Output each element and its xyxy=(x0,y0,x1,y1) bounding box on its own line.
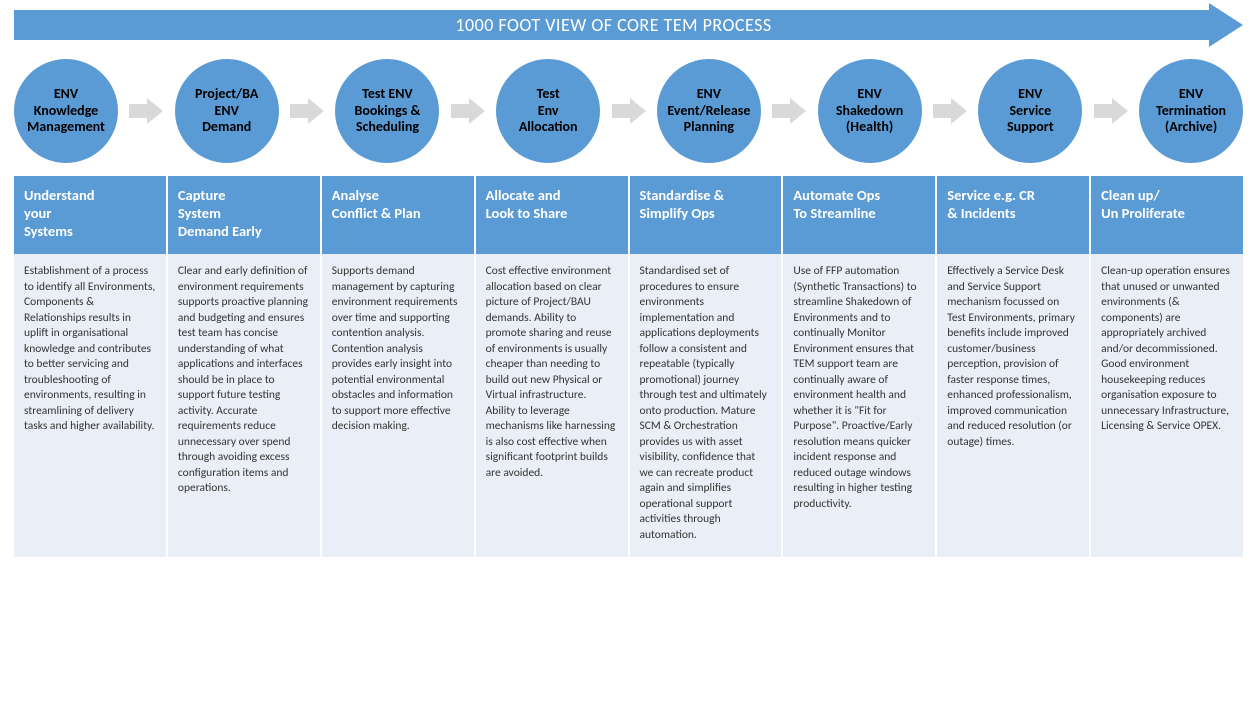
process-step-circle-label: ENV Event/Release Planning xyxy=(667,86,750,136)
process-column-header: Standardise & Simplify Ops xyxy=(630,176,782,254)
process-column-header: Allocate and Look to Share xyxy=(476,176,628,254)
process-step-circle-label: ENV Termination (Archive) xyxy=(1156,86,1226,136)
process-arrow-icon xyxy=(439,96,496,126)
process-column-header: Clean up/ Un Proliferate xyxy=(1091,176,1243,254)
process-step-circle: ENV Termination (Archive) xyxy=(1139,59,1243,163)
process-column-header: Service e.g. CR & Incidents xyxy=(937,176,1089,254)
process-step-circle-label: ENV Service Support xyxy=(1007,86,1054,136)
process-column-header: Understand your Systems xyxy=(14,176,166,254)
process-step-circle: Test Env Allocation xyxy=(496,59,600,163)
process-step-circle-label: ENV Shakedown (Health) xyxy=(836,86,903,136)
process-column-header: Automate Ops To Streamline xyxy=(783,176,935,254)
process-step-circle: ENV Event/Release Planning xyxy=(657,59,761,163)
process-column: Service e.g. CR & IncidentsEffectively a… xyxy=(937,176,1091,557)
title-banner-arrowhead xyxy=(1209,3,1243,47)
process-column-body: Supports demand management by capturing … xyxy=(322,254,474,557)
process-column: Clean up/ Un ProliferateClean-up operati… xyxy=(1091,176,1243,557)
process-step-circle-label: ENV Knowledge Management xyxy=(27,86,105,136)
process-table: Understand your SystemsEstablishment of … xyxy=(14,176,1243,557)
process-arrow-icon xyxy=(118,96,175,126)
process-step-circle: ENV Service Support xyxy=(978,59,1082,163)
process-column-body: Cost effective environment allocation ba… xyxy=(476,254,628,557)
process-step-circle-label: Test Env Allocation xyxy=(519,86,578,136)
process-column: Capture System Demand EarlyClear and ear… xyxy=(168,176,322,557)
process-step-circle-label: Test ENV Bookings & Scheduling xyxy=(355,86,421,136)
process-arrow-icon xyxy=(1082,96,1139,126)
process-step-circle-label: Project/BA ENV Demand xyxy=(195,86,258,136)
title-banner-bar: 1000 FOOT VIEW OF CORE TEM PROCESS xyxy=(14,10,1213,40)
process-arrow-icon xyxy=(922,96,979,126)
process-column: Standardise & Simplify OpsStandardised s… xyxy=(630,176,784,557)
process-column-body: Establishment of a process to identify a… xyxy=(14,254,166,557)
process-column-body: Clean-up operation ensures that unused o… xyxy=(1091,254,1243,557)
process-step-circle: Test ENV Bookings & Scheduling xyxy=(335,59,439,163)
process-step-circle: Project/BA ENV Demand xyxy=(175,59,279,163)
process-step-circle: ENV Shakedown (Health) xyxy=(818,59,922,163)
process-column-body: Effectively a Service Desk and Service S… xyxy=(937,254,1089,557)
process-column-body: Standardised set of procedures to ensure… xyxy=(630,254,782,557)
process-column-body: Clear and early definition of environmen… xyxy=(168,254,320,557)
process-circles-row: ENV Knowledge Management Project/BA ENV … xyxy=(14,56,1243,166)
process-column: Analyse Conflict & PlanSupports demand m… xyxy=(322,176,476,557)
process-arrow-icon xyxy=(761,96,818,126)
title-banner: 1000 FOOT VIEW OF CORE TEM PROCESS xyxy=(14,6,1243,44)
process-arrow-icon xyxy=(600,96,657,126)
process-column: Understand your SystemsEstablishment of … xyxy=(14,176,168,557)
process-column-body: Use of FFP automation (Synthetic Transac… xyxy=(783,254,935,557)
process-arrow-icon xyxy=(279,96,336,126)
process-column: Allocate and Look to ShareCost effective… xyxy=(476,176,630,557)
process-step-circle: ENV Knowledge Management xyxy=(14,59,118,163)
process-column-header: Analyse Conflict & Plan xyxy=(322,176,474,254)
process-column: Automate Ops To StreamlineUse of FFP aut… xyxy=(783,176,937,557)
process-column-header: Capture System Demand Early xyxy=(168,176,320,254)
